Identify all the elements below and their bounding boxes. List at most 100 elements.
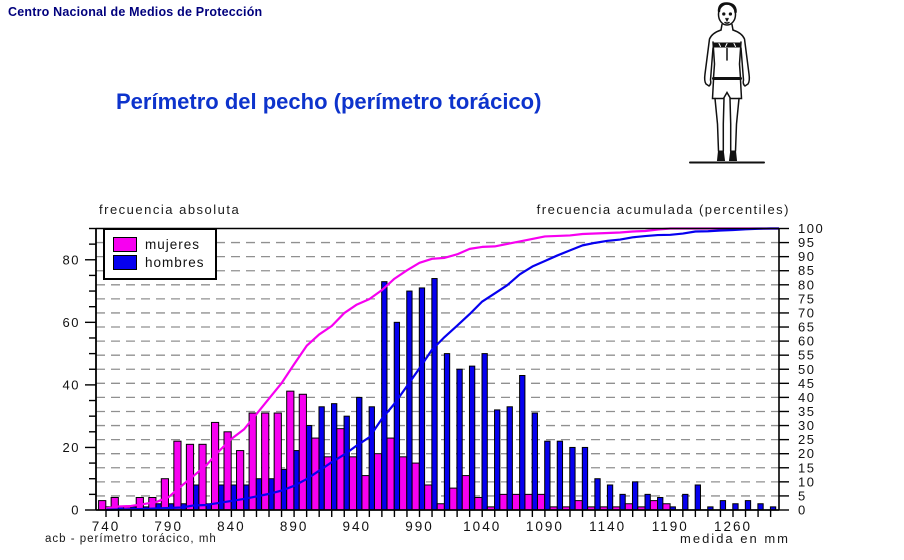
- page-title: Perímetro del pecho (perímetro torácico): [116, 89, 542, 114]
- right-tick-label-85: 85: [798, 263, 815, 278]
- bar-hombres-890: [293, 450, 300, 511]
- bar-hombres-1260: [757, 503, 764, 511]
- right-tick-label-55: 55: [798, 348, 815, 363]
- bar-hombres-960: [381, 281, 388, 511]
- bar-mujeres-830: [210, 421, 220, 511]
- bar-hombres-1230: [719, 500, 727, 511]
- bar-hombres-1110: [569, 446, 576, 511]
- bar-mujeres-1180: [649, 500, 659, 511]
- bar-hombres-1180: [657, 496, 664, 511]
- right-tick-label-45: 45: [798, 376, 815, 391]
- right-tick-label-65: 65: [798, 320, 815, 335]
- right-tick-label-100: 100: [798, 221, 824, 236]
- bar-mujeres-1070: [511, 493, 521, 511]
- bar-hombres-950: [368, 406, 375, 511]
- bar-hombres-840: [230, 484, 237, 511]
- bar-mujeres-1040: [474, 496, 483, 511]
- bar-mujeres-1010: [436, 503, 445, 511]
- bar-hombres-1020: [456, 368, 463, 511]
- legend-item-mujeres: mujeres: [113, 237, 205, 252]
- left-tick-label-0: 0: [71, 503, 80, 518]
- right-tick-label-20: 20: [798, 446, 815, 461]
- bar-hombres-860: [255, 478, 263, 511]
- right-tick-label-30: 30: [798, 418, 815, 433]
- legend-item-hombres: hombres: [113, 255, 205, 270]
- x-tick-label-990: 990: [405, 519, 434, 534]
- bar-hombres-940: [356, 396, 363, 511]
- bar-mujeres-900: [298, 393, 307, 511]
- x-tick-label-1090: 1090: [526, 519, 564, 534]
- bar-hombres-920: [331, 403, 338, 511]
- bar-mujeres-790: [160, 478, 170, 511]
- right-tick-label-60: 60: [798, 334, 815, 349]
- bar-mujeres-1120: [574, 500, 583, 511]
- bar-mujeres-850: [236, 450, 245, 511]
- right-tick-label-75: 75: [798, 291, 815, 306]
- bar-hombres-980: [406, 290, 413, 511]
- x-tick-label-790: 790: [154, 519, 183, 534]
- right-tick-label-10: 10: [798, 474, 815, 489]
- human-figure-chest-measurement: [686, 2, 770, 181]
- bar-hombres-1060: [506, 406, 513, 511]
- x-tick-label-1190: 1190: [652, 519, 689, 534]
- right-tick-label-40: 40: [798, 390, 815, 405]
- bar-mujeres-930: [336, 428, 345, 511]
- hombres-swatch: [113, 255, 137, 270]
- x-tick-label-740: 740: [92, 519, 121, 534]
- x-tick-label-1260: 1260: [714, 519, 752, 534]
- bar-hombres-930: [343, 415, 350, 511]
- left-tick-label-80: 80: [63, 252, 80, 267]
- mujeres-swatch: [113, 237, 137, 252]
- bar-mujeres-1060: [499, 493, 508, 511]
- legend: mujeres hombres: [103, 228, 217, 280]
- bar-hombres-1040: [481, 353, 488, 511]
- x-tick-label-840: 840: [217, 519, 246, 534]
- bar-hombres-1130: [594, 478, 601, 511]
- right-tick-label-95: 95: [798, 235, 815, 250]
- bar-mujeres-740: [98, 500, 107, 511]
- bar-hombres-1120: [581, 446, 589, 511]
- bar-hombres-1170: [644, 493, 651, 511]
- bar-hombres-1030: [468, 365, 476, 511]
- bar-hombres-1240: [732, 503, 739, 511]
- right-tick-label-0: 0: [798, 503, 807, 518]
- bar-mujeres-1080: [524, 493, 533, 511]
- bar-hombres-900: [305, 425, 313, 511]
- bar-hombres-830: [218, 484, 225, 511]
- right-tick-label-50: 50: [798, 362, 815, 377]
- bar-hombres-1080: [531, 412, 538, 511]
- legend-label-hombres: hombres: [145, 255, 205, 270]
- bar-mujeres-880: [273, 412, 282, 511]
- bar-mujeres-1160: [624, 503, 633, 511]
- right-tick-label-80: 80: [798, 277, 815, 292]
- bar-mujeres-990: [411, 462, 420, 511]
- bar-hombres-1000: [431, 278, 438, 511]
- bar-hombres-990: [418, 287, 426, 511]
- left-axis-title: frecuencia absoluta: [99, 202, 241, 217]
- bar-hombres-1140: [606, 484, 614, 511]
- bar-mujeres-970: [386, 437, 395, 511]
- bar-mujeres-800: [173, 440, 182, 511]
- bar-mujeres-860: [248, 412, 257, 511]
- right-tick-label-70: 70: [798, 305, 815, 320]
- right-tick-label-25: 25: [798, 432, 815, 447]
- bar-hombres-1010: [443, 353, 451, 511]
- bar-hombres-1100: [556, 440, 564, 511]
- footer-caption: acb - perímetro torácico, mh: [45, 533, 217, 545]
- bar-mujeres-1030: [461, 475, 470, 511]
- x-tick-label-890: 890: [280, 519, 309, 534]
- human-figure-svg: [689, 2, 765, 164]
- right-axis-title: frecuencia acumulada (percentiles): [536, 202, 790, 217]
- bar-hombres-1070: [519, 375, 526, 511]
- org-header: Centro Nacional de Medios de Protección: [8, 5, 263, 19]
- bar-hombres-910: [318, 406, 325, 511]
- bar-mujeres-960: [373, 453, 383, 511]
- legend-label-mujeres: mujeres: [145, 237, 201, 252]
- bar-hombres-1200: [682, 493, 689, 511]
- bar-mujeres-980: [399, 456, 408, 511]
- right-tick-label-5: 5: [798, 488, 807, 503]
- bar-mujeres-1090: [537, 493, 546, 511]
- x-tick-label-1040: 1040: [463, 519, 501, 534]
- bar-hombres-1050: [494, 409, 501, 511]
- bar-hombres-1210: [694, 484, 701, 511]
